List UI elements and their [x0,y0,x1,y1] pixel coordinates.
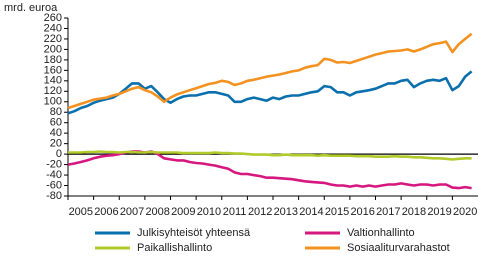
x-tick-label: 2009 [171,206,195,218]
y-tick-label: 0 [56,148,62,160]
x-tick-label: 2010 [197,206,221,218]
y-tick-label: -60 [46,179,62,191]
x-tick-label: 2019 [427,206,451,218]
y-tick-label: 180 [44,54,62,66]
series-line [67,70,473,115]
y-tick-label: -20 [46,158,62,170]
legend-label: Julkisyhteisöt yhteensä [137,227,251,239]
y-tick-label: 220 [44,33,62,45]
y-tick-label: 140 [44,75,62,87]
y-tick-label: 60 [50,117,62,129]
x-tick-label: 2016 [350,206,374,218]
y-tick-label: 80 [50,106,62,118]
x-tick-label: 2015 [325,206,349,218]
legend-label: Sosiaaliturvarahastot [347,242,450,254]
y-tick-label: 20 [50,138,62,150]
legend-label: Paikallishallinto [137,242,212,254]
x-tick-label: 2007 [120,206,144,218]
y-tick-label: 160 [44,64,62,76]
y-tick-label: 100 [44,96,62,108]
series-line [67,32,473,110]
series-line [68,150,472,161]
y-tick-label: 240 [44,22,62,34]
x-tick-label: 2006 [94,206,118,218]
y-tick-label: -40 [46,169,62,181]
y-tick-label: 120 [44,85,62,97]
x-tick-label: 2020 [453,206,477,218]
x-tick-label: 2017 [376,206,400,218]
x-tick-label: 2013 [274,206,298,218]
y-tick-label: 40 [50,127,62,139]
x-tick-label: 2008 [145,206,169,218]
y-tick-label: 260 [44,12,62,24]
y-tick-label: -80 [46,190,62,202]
legend-label: Valtionhallinto [347,227,415,239]
x-tick-label: 2005 [69,206,93,218]
y-tick-label: 200 [44,43,62,55]
y-axis-label: mrd. euroa [4,2,58,14]
x-tick-label: 2014 [299,206,323,218]
x-tick-label: 2011 [223,206,247,218]
x-tick-label: 2012 [248,206,272,218]
x-tick-label: 2018 [402,206,426,218]
